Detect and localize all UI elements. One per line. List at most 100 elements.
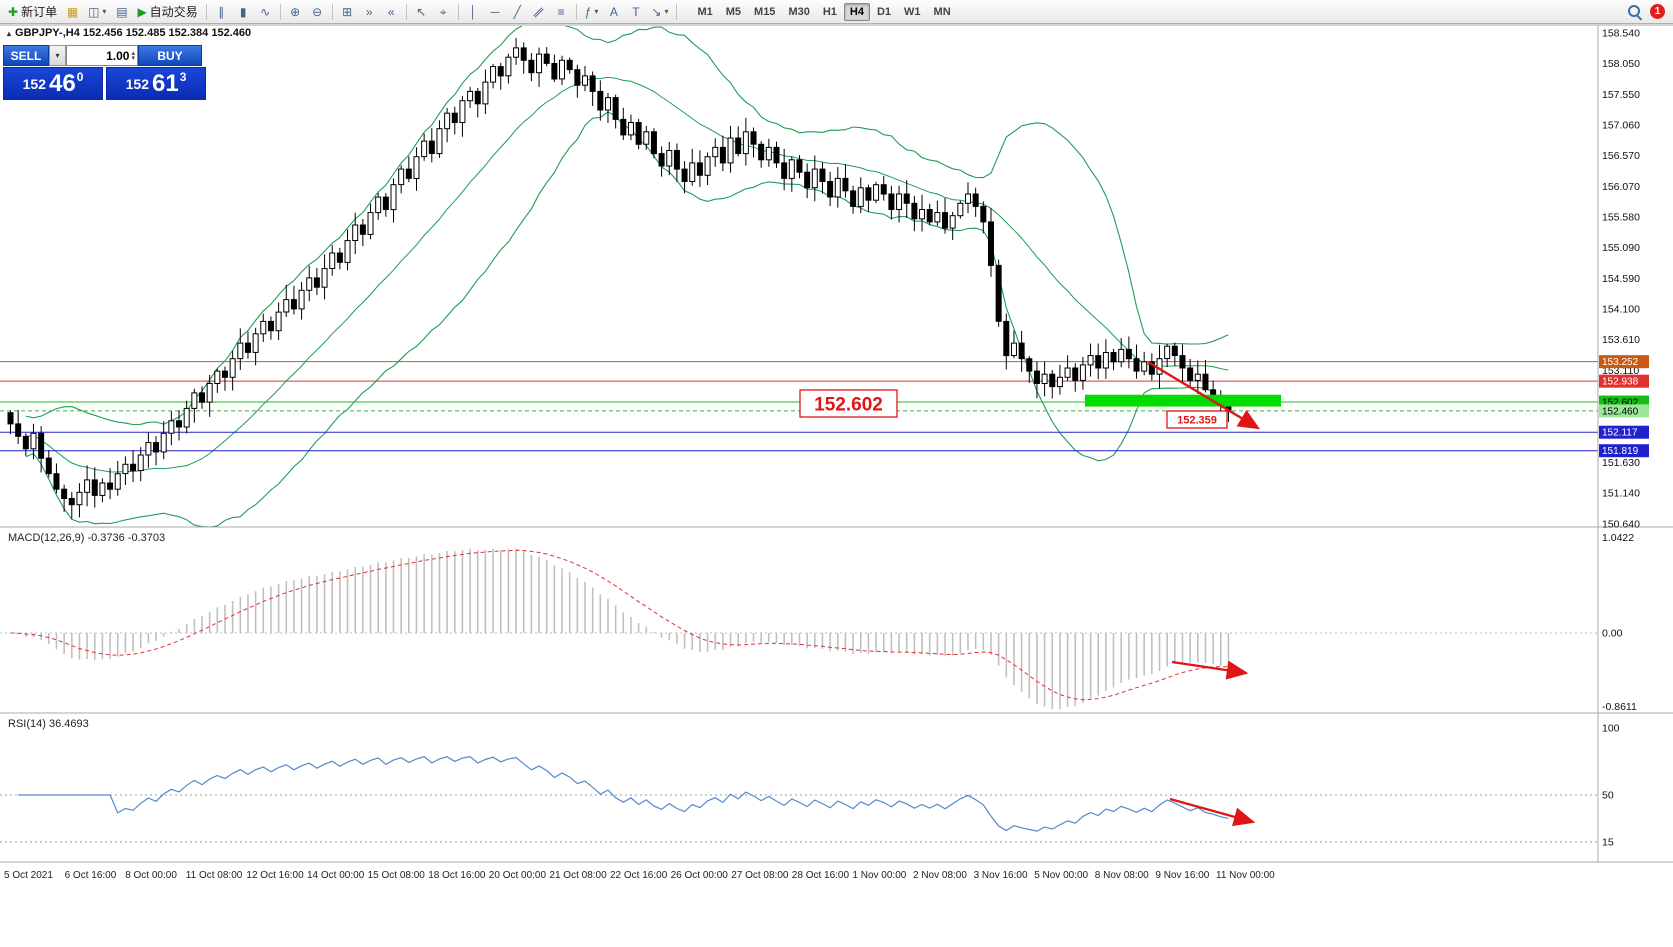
new-order-button[interactable]: ✚ 新订单 (4, 2, 61, 22)
price-axis-tag-label: 152.602 (1602, 398, 1639, 409)
price-axis-label: 155.090 (1602, 242, 1640, 254)
data-window-button[interactable]: ▤ (111, 2, 132, 22)
time-axis-label: 20 Oct 00:00 (489, 870, 547, 881)
price-axis-tag (1599, 404, 1649, 418)
candlestick-chart-button[interactable]: ▮ (233, 2, 254, 22)
rsi-axis-label: 50 (1602, 790, 1614, 802)
chart-window-button[interactable]: ▦ (62, 2, 83, 22)
time-axis-label: 26 Oct 00:00 (671, 870, 729, 881)
volume-down-icon[interactable]: ▾ (131, 54, 135, 62)
price-axis-tag-label: 153.252 (1602, 357, 1639, 368)
price-annotation-text: 152.359 (1177, 414, 1217, 426)
trend-arrow[interactable] (1147, 360, 1261, 430)
zoom-in-button[interactable]: ⊕ (285, 2, 306, 22)
tile-windows-button[interactable]: ⊞ (337, 2, 358, 22)
indicators-button[interactable]: ƒ ▾ (581, 2, 603, 22)
time-axis-label: 12 Oct 16:00 (246, 870, 304, 881)
text-label-icon: T (632, 4, 640, 19)
auto-scroll-button[interactable]: » (359, 2, 380, 22)
zoom-out-icon: ⊖ (312, 4, 323, 19)
collapse-icon[interactable]: ▴ (7, 28, 12, 38)
timeframe-mn-button[interactable]: MN (928, 3, 957, 21)
auto-scroll-icon: » (365, 4, 373, 19)
buy-price-pips: 61 (151, 69, 179, 97)
price-axis-label: 156.070 (1602, 181, 1640, 193)
new-order-icon: ✚ (8, 4, 19, 19)
notification-badge[interactable]: 1 (1650, 4, 1665, 19)
chevron-down-icon: ▾ (55, 51, 60, 60)
chevron-down-icon: ▾ (102, 7, 107, 16)
macd-axis-label: 1.0422 (1602, 532, 1634, 544)
timeframe-m1-button[interactable]: M1 (691, 3, 718, 21)
sell-button[interactable]: SELL (3, 45, 49, 66)
timeframe-group: M1 M5 M15 M30 H1 H4 D1 W1 MN (691, 2, 957, 21)
sell-price-pips: 46 (48, 69, 76, 97)
fibonacci-button[interactable]: ≡ (551, 2, 572, 22)
price-annotation-box[interactable] (1166, 410, 1228, 429)
timeframe-m30-button[interactable]: M30 (782, 3, 815, 21)
horizontal-line-button[interactable]: ─ (485, 2, 506, 22)
text-icon: A (609, 4, 618, 19)
buy-price-pipette: 3 (179, 69, 187, 84)
price-axis-tag-label: 151.819 (1602, 446, 1639, 457)
profiles-button[interactable]: ◫ ▾ (84, 2, 110, 22)
buy-button[interactable]: BUY (138, 45, 202, 66)
time-axis-label: 15 Oct 08:00 (368, 870, 426, 881)
timeframe-m5-button[interactable]: M5 (720, 3, 747, 21)
rsi-axis-label: 15 (1602, 836, 1614, 848)
price-axis-label: 158.540 (1602, 28, 1640, 40)
buy-price[interactable]: 152 61 3 (106, 67, 206, 100)
price-annotation-box[interactable] (799, 389, 898, 418)
timeframe-m15-button[interactable]: M15 (748, 3, 781, 21)
auto-trading-button[interactable]: ▶ 自动交易 (133, 2, 201, 22)
timeframe-h1-button[interactable]: H1 (817, 3, 843, 21)
trend-arrow[interactable] (1171, 660, 1249, 680)
price-axis-label: 153.610 (1602, 334, 1640, 346)
cursor-button[interactable]: ↖ (411, 2, 432, 22)
equidistant-channel-button[interactable]: ∥ (529, 2, 550, 22)
order-options-button[interactable]: ▾ (49, 45, 66, 66)
arrows-tool-button[interactable]: ↘ ▾ (647, 2, 672, 22)
indicators-icon: ƒ (584, 4, 592, 19)
chart-window-icon: ▦ (66, 4, 79, 19)
macd-axis-label: 0.00 (1602, 628, 1623, 640)
crosshair-icon: ⌖ (439, 4, 447, 19)
main-toolbar: ✚ 新订单 ▦ ◫ ▾ ▤ ▶ 自动交易 ∥ ▮ ∿ ⊕ ⊖ ⊞» «↖ ⌖ │ ─ ╱ ∥ ≡ ƒ ▾ A T ↘ ▾ M1 M5 M… (0, 0, 1673, 24)
bar-chart-button[interactable]: ∥ (211, 2, 232, 22)
chart-background (0, 24, 1673, 947)
toolbar-separator (457, 3, 459, 20)
line-chart-button[interactable]: ∿ (255, 2, 276, 22)
time-axis-label: 27 Oct 08:00 (731, 870, 789, 881)
toolbar-separator (279, 3, 281, 20)
price-panel (0, 26, 1598, 527)
timeframe-d1-button[interactable]: D1 (871, 3, 897, 21)
timeframe-h4-button[interactable]: H4 (843, 2, 870, 21)
timeframe-w1-button[interactable]: W1 (898, 3, 927, 21)
vertical-line-button[interactable]: │ (463, 2, 484, 22)
trade-prices-row: 152 46 0 152 61 3 (3, 67, 206, 100)
price-axis-tag-label: 152.460 (1602, 406, 1639, 417)
zoom-out-button[interactable]: ⊖ (307, 2, 328, 22)
sell-price[interactable]: 152 46 0 (3, 67, 103, 100)
trendline-button[interactable]: ╱ (507, 2, 528, 22)
text-label-button[interactable]: T (625, 2, 646, 22)
trade-controls-row: SELL ▾ ▴ ▾ BUY (3, 45, 206, 66)
trend-arrow[interactable] (1169, 797, 1256, 827)
time-axis-label: 2 Nov 08:00 (913, 870, 967, 881)
price-axis-label: 154.100 (1602, 303, 1640, 315)
crosshair-button[interactable]: ⌖ (433, 2, 454, 22)
sell-price-pipette: 0 (76, 69, 84, 84)
text-button[interactable]: A (603, 2, 624, 22)
volume-up-icon[interactable]: ▴ (131, 49, 135, 57)
toolbar-separator (331, 3, 333, 20)
time-axis-label: 21 Oct 08:00 (549, 870, 607, 881)
zoom-in-icon: ⊕ (290, 4, 301, 19)
equidistant-channel-icon: ∥ (532, 4, 547, 19)
search-icon[interactable] (1627, 4, 1642, 19)
fibonacci-icon: ≡ (557, 4, 565, 19)
highlight-rectangle[interactable] (1085, 394, 1281, 407)
volume-input[interactable] (85, 48, 130, 63)
chart-shift-button[interactable]: « (381, 2, 402, 22)
